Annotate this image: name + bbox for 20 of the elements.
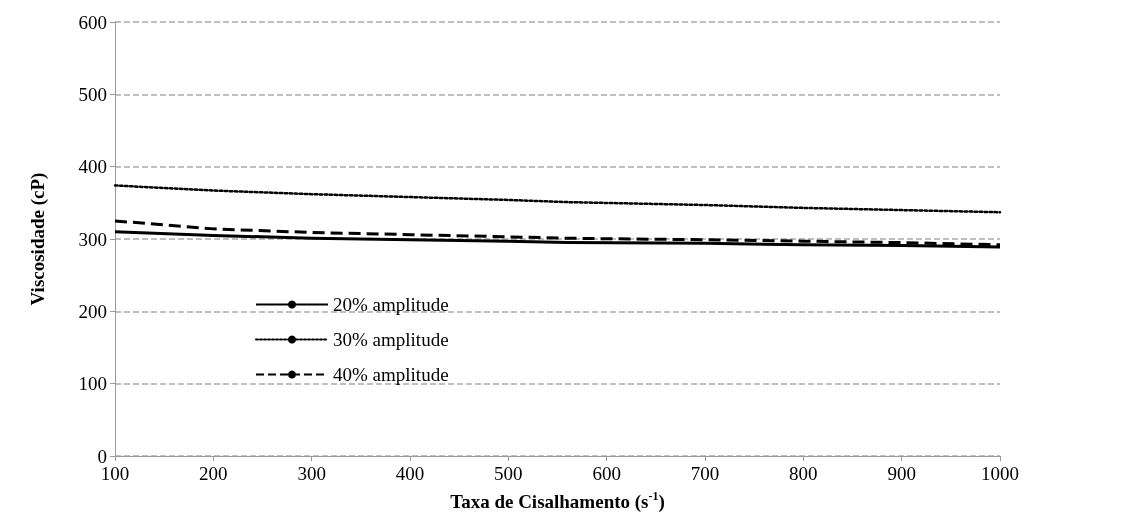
y-tick-label: 400: [78, 156, 107, 178]
y-tick-label: 500: [78, 83, 107, 105]
line-series: [113, 184, 1002, 214]
y-tick-label: 200: [78, 300, 107, 322]
x-tick-label: 300: [297, 463, 326, 484]
x-tick-label: 800: [789, 463, 818, 484]
legend-label: 30% amplitude: [333, 329, 449, 350]
legend-label: 40% amplitude: [333, 364, 449, 385]
y-tick-label: 300: [78, 228, 107, 250]
y-tick-label: 600: [78, 11, 107, 33]
legend-label: 20% amplitude: [333, 294, 449, 315]
x-tick-label: 600: [592, 463, 621, 484]
x-tick-label: 700: [690, 463, 720, 484]
y-tick-label: 100: [78, 373, 107, 395]
x-tick-label: 200: [199, 463, 228, 484]
x-tick-label: 1000: [981, 463, 1019, 484]
x-tick-label: 400: [395, 463, 425, 484]
x-tick-label: 500: [494, 463, 523, 484]
y-axis-title: Viscosidade (cP): [27, 172, 49, 306]
x-tick-label: 900: [887, 463, 916, 484]
